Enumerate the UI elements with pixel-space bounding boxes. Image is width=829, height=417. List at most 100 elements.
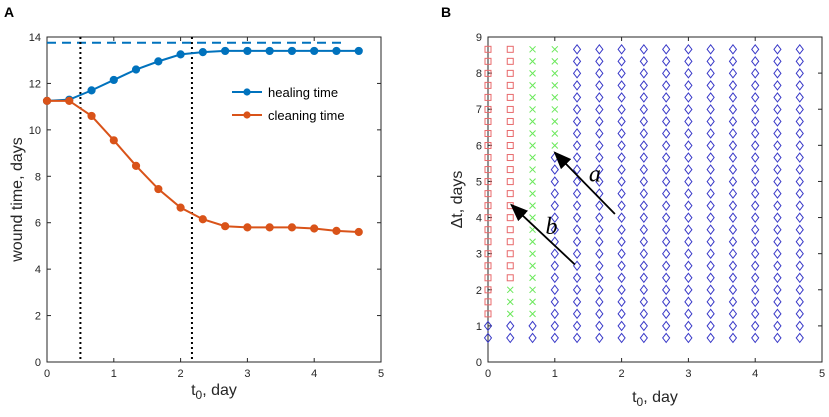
y-tick-label: 1 [476, 321, 482, 333]
data-point [109, 75, 118, 85]
marker-diamond [706, 296, 715, 308]
marker-diamond [728, 320, 738, 332]
marker-diamond [795, 272, 804, 284]
marker-diamond [751, 188, 760, 199]
marker-diamond [639, 200, 648, 211]
marker-diamond [706, 140, 715, 151]
marker-diamond [706, 80, 715, 91]
marker-diamond [728, 332, 738, 344]
marker-diamond [728, 164, 738, 175]
marker-cross [529, 262, 536, 270]
marker-diamond [773, 104, 782, 115]
y-tick-label: 9 [476, 32, 482, 44]
y-tick-label: 0 [476, 357, 482, 369]
marker-square [506, 178, 514, 186]
marker-diamond [572, 140, 582, 151]
marker-diamond [773, 296, 782, 308]
data-point [221, 46, 230, 56]
marker-diamond [572, 56, 582, 67]
marker-diamond [728, 272, 738, 284]
marker-diamond [572, 248, 582, 260]
marker-diamond [706, 308, 715, 320]
marker-diamond [773, 332, 782, 344]
marker-diamond [550, 284, 559, 296]
marker-diamond [595, 332, 604, 344]
marker-cross [529, 142, 536, 149]
marker-diamond [528, 332, 537, 344]
marker-diamond [662, 140, 671, 151]
marker-diamond [662, 260, 671, 272]
marker-diamond [639, 43, 648, 55]
marker-cross [529, 166, 536, 173]
marker-diamond [595, 140, 604, 151]
marker-diamond [706, 152, 715, 163]
marker-square [506, 93, 514, 101]
annotation-label-b: b [545, 214, 557, 240]
marker-square [506, 81, 514, 89]
y-tick-label: 7 [476, 104, 482, 116]
marker-square [484, 274, 492, 282]
marker-diamond [662, 104, 671, 115]
y-tick-label: 10 [29, 125, 41, 137]
marker-diamond [639, 116, 648, 127]
marker-diamond [773, 260, 782, 272]
marker-diamond [662, 188, 671, 199]
marker-diamond [662, 296, 671, 308]
marker-cross [529, 202, 536, 209]
marker-cross [529, 118, 536, 125]
data-point [332, 226, 341, 235]
marker-diamond [795, 236, 804, 248]
marker-diamond [595, 308, 604, 320]
marker-square [506, 166, 514, 174]
marker-diamond [795, 296, 804, 308]
marker-diamond [506, 320, 515, 332]
marker-diamond [617, 332, 626, 344]
marker-diamond [595, 43, 604, 55]
marker-cross [551, 106, 559, 113]
marker-cross [529, 298, 536, 306]
data-point [176, 203, 185, 212]
y-tick-label: 2 [476, 285, 482, 297]
marker-diamond [728, 212, 738, 223]
marker-square [484, 57, 492, 65]
plot-area-b [487, 36, 823, 363]
marker-diamond [728, 200, 738, 211]
marker-diamond [684, 296, 693, 308]
marker-diamond [728, 104, 738, 115]
marker-diamond [706, 92, 715, 103]
chart-b: 0 1 2 3 4 5 0 1 2 3 4 5 6 7 8 9 t0, day Δt, days a b [449, 32, 825, 409]
marker-diamond [595, 224, 604, 236]
marker-diamond [684, 176, 693, 187]
marker-diamond [684, 224, 693, 236]
marker-diamond [572, 212, 582, 223]
marker-diamond [751, 296, 760, 308]
marker-diamond [617, 164, 626, 175]
marker-diamond [728, 43, 738, 55]
marker-square [506, 262, 514, 270]
marker-square [506, 154, 514, 162]
marker-diamond [795, 320, 804, 332]
marker-square [484, 154, 492, 162]
marker-diamond [572, 320, 582, 332]
marker-diamond [662, 43, 671, 55]
marker-square [484, 310, 492, 318]
marker-diamond [706, 320, 715, 332]
marker-diamond [639, 152, 648, 163]
marker-diamond [662, 212, 671, 223]
marker-diamond [706, 212, 715, 223]
data-point [332, 46, 341, 56]
y-axis-label: wound time, days [9, 137, 26, 263]
marker-cross [506, 286, 514, 294]
marker-diamond [795, 140, 804, 151]
marker-diamond [795, 80, 804, 91]
marker-diamond [773, 308, 782, 320]
marker-diamond [706, 176, 715, 187]
marker-diamond [662, 272, 671, 284]
marker-square [506, 142, 514, 150]
marker-square [484, 178, 492, 186]
data-point [42, 96, 52, 105]
marker-cross [551, 118, 559, 125]
marker-diamond [572, 68, 582, 79]
y-tick-label: 8 [35, 171, 41, 183]
marker-square [506, 57, 514, 65]
